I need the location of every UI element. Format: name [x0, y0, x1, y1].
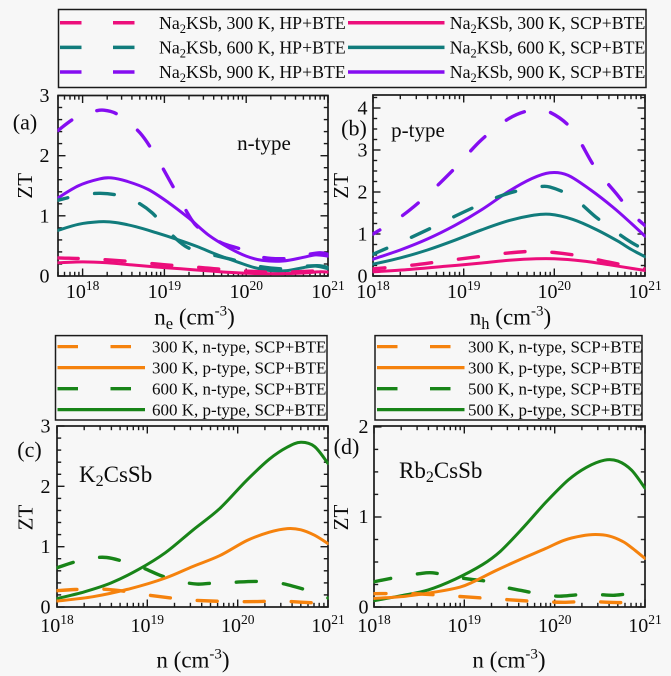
svg-text:500 K, p-type, SCP+BTE: 500 K, p-type, SCP+BTE	[468, 401, 642, 420]
svg-text:1020: 1020	[221, 612, 255, 637]
svg-text:(c): (c)	[17, 437, 41, 462]
svg-text:2: 2	[41, 476, 51, 498]
svg-text:3: 3	[41, 416, 51, 438]
svg-text:500 K, n-type, SCP+BTE: 500 K, n-type, SCP+BTE	[468, 380, 642, 399]
svg-text:0: 0	[358, 266, 368, 288]
svg-text:(d): (d)	[334, 434, 360, 459]
svg-text:1: 1	[358, 224, 368, 246]
svg-text:ZT: ZT	[13, 173, 37, 199]
svg-text:1021: 1021	[628, 278, 662, 303]
svg-text:Na2KSb, 900 K, HP+BTE: Na2KSb, 900 K, HP+BTE	[159, 62, 346, 85]
svg-text:1: 1	[40, 205, 50, 227]
svg-text:2: 2	[358, 182, 368, 204]
svg-text:600 K, p-type, SCP+BTE: 600 K, p-type, SCP+BTE	[152, 401, 326, 420]
svg-text:600 K, n-type, SCP+BTE: 600 K, n-type, SCP+BTE	[152, 380, 326, 399]
svg-text:4: 4	[358, 98, 368, 120]
svg-text:(b): (b)	[341, 116, 367, 141]
svg-text:0: 0	[41, 597, 51, 619]
svg-text:300 K, p-type, SCP+BTE: 300 K, p-type, SCP+BTE	[468, 359, 642, 378]
svg-text:Na2KSb, 300 K, SCP+BTE: Na2KSb, 300 K, SCP+BTE	[450, 13, 646, 36]
svg-text:(a): (a)	[13, 110, 37, 135]
svg-text:0: 0	[359, 597, 369, 619]
svg-text:Na2KSb, 600 K, SCP+BTE: Na2KSb, 600 K, SCP+BTE	[450, 37, 646, 60]
svg-text:Rb2CsSb: Rb2CsSb	[399, 458, 482, 486]
svg-text:2: 2	[359, 416, 369, 438]
svg-text:K2CsSb: K2CsSb	[79, 462, 152, 490]
svg-text:Na2KSb, 600 K, HP+BTE: Na2KSb, 600 K, HP+BTE	[159, 37, 346, 60]
svg-text:p-type: p-type	[391, 118, 445, 142]
svg-text:3: 3	[40, 85, 50, 107]
svg-text:1021: 1021	[628, 612, 662, 637]
svg-text:3: 3	[358, 140, 368, 162]
svg-text:ZT: ZT	[329, 173, 353, 199]
svg-text:n-type: n-type	[237, 131, 291, 155]
svg-text:1018: 1018	[357, 612, 391, 637]
svg-text:300 K, n-type, SCP+BTE: 300 K, n-type, SCP+BTE	[152, 338, 326, 357]
svg-text:ZT: ZT	[14, 505, 38, 531]
svg-text:300 K, n-type, SCP+BTE: 300 K, n-type, SCP+BTE	[468, 338, 642, 357]
svg-text:Na2KSb, 300 K, HP+BTE: Na2KSb, 300 K, HP+BTE	[159, 13, 346, 36]
svg-text:2: 2	[40, 145, 50, 167]
svg-text:1: 1	[359, 506, 369, 528]
svg-text:1: 1	[41, 536, 51, 558]
svg-text:300 K, p-type, SCP+BTE: 300 K, p-type, SCP+BTE	[152, 359, 326, 378]
svg-text:Na2KSb, 900 K, SCP+BTE: Na2KSb, 900 K, SCP+BTE	[450, 62, 646, 85]
svg-text:ZT: ZT	[329, 505, 353, 531]
svg-text:0: 0	[40, 266, 50, 288]
